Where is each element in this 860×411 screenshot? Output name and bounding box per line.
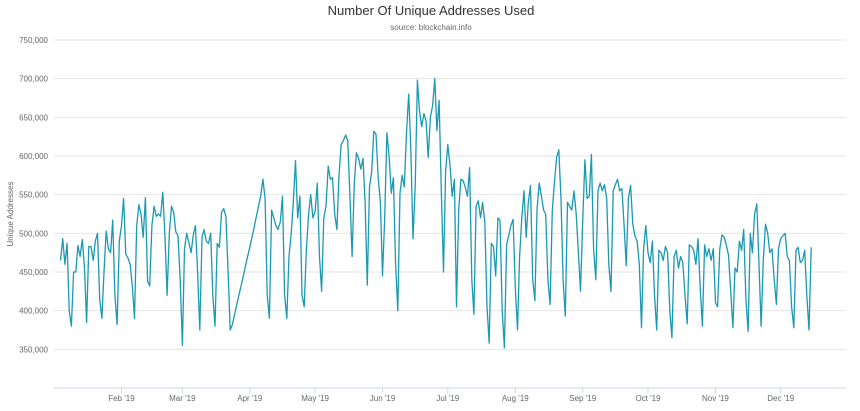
y-tick-label: 450,000 [19, 268, 48, 277]
y-axis-ticks: 350,000 400,000 450,000 500,000 550,000 600,0… [19, 36, 48, 354]
x-tick-label: Nov '19 [702, 394, 729, 403]
x-tick-label: Jun '19 [370, 394, 396, 403]
y-tick-label: 700,000 [19, 75, 48, 84]
y-tick-label: 650,000 [19, 113, 48, 122]
x-tick-label: May '19 [301, 394, 329, 403]
x-tick-label: Feb '19 [108, 394, 135, 403]
x-axis-ticks: Feb '19 Mar '19 Apr '19 May '19 Jun '19 Jul '… [54, 387, 846, 403]
x-tick-label: Mar '19 [169, 394, 196, 403]
y-tick-label: 600,000 [19, 152, 48, 161]
y-tick-label: 750,000 [19, 36, 48, 45]
x-tick-label: Sep '19 [569, 394, 596, 403]
y-tick-label: 350,000 [19, 345, 48, 354]
x-tick-label: Oct '19 [635, 394, 661, 403]
chart-subtitle: source: blockchain.info [390, 23, 472, 32]
y-tick-label: 550,000 [19, 191, 48, 200]
y-tick-label: 500,000 [19, 229, 48, 238]
series-line [59, 78, 812, 349]
chart-title: Number Of Unique Addresses Used [328, 3, 535, 18]
y-axis-label: Unique Addresses [6, 182, 15, 247]
x-tick-label: Dec '19 [767, 394, 794, 403]
x-tick-label: Apr '19 [237, 394, 263, 403]
x-tick-label: Aug '19 [502, 394, 529, 403]
y-tick-label: 400,000 [19, 307, 48, 316]
gridlines [54, 39, 846, 350]
x-tick-label: Jul '19 [436, 394, 459, 403]
